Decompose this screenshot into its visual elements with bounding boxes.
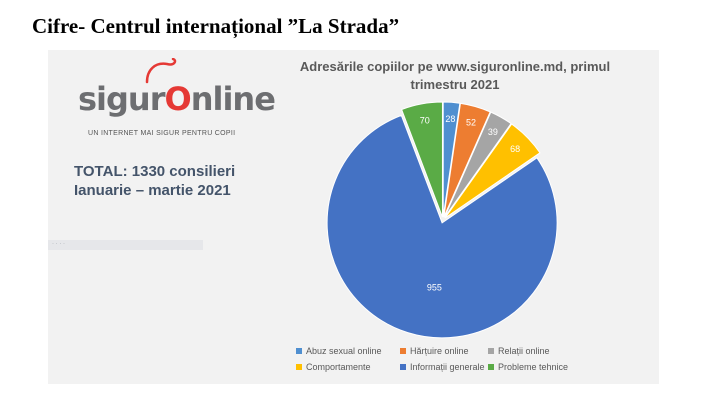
siguronline-logo: sigurOnline xyxy=(78,80,276,118)
legend-item-5: Probleme tehnice xyxy=(488,362,578,372)
legend-swatch-2 xyxy=(488,348,494,354)
legend-swatch-5 xyxy=(488,364,494,370)
logo-tagline: UN INTERNET MAI SIGUR PENTRU COPII xyxy=(88,130,236,137)
infographic-panel: sigurOnline UN INTERNET MAI SIGUR PENTRU… xyxy=(48,50,659,384)
chart-legend: Abuz sexual online Hărțuire online Relații… xyxy=(296,346,596,372)
pie-label-4: 955 xyxy=(427,282,442,292)
pie-label-3: 68 xyxy=(510,144,520,154)
legend-swatch-0 xyxy=(296,348,302,354)
legend-swatch-1 xyxy=(400,348,406,354)
faint-caption-bar: · · · · xyxy=(48,240,203,250)
logo-word-sigur: sigur xyxy=(78,80,165,118)
legend-item-1: Hărțuire online xyxy=(400,346,488,356)
legend-label-1: Hărțuire online xyxy=(410,346,469,356)
pie-slice-4 xyxy=(326,114,558,339)
pie-slice-5 xyxy=(400,101,443,218)
legend-label-2: Relații online xyxy=(498,346,550,356)
pie-label-0: 28 xyxy=(445,114,455,124)
computer-mouse-icon xyxy=(145,58,177,84)
total-count: TOTAL: 1330 consilieri xyxy=(74,163,236,180)
slide-title: Cifre- Centrul internațional ”La Strada” xyxy=(32,14,400,38)
chart-title: Adresările copiilor pe www.siguronline.m… xyxy=(280,58,630,94)
legend-label-5: Probleme tehnice xyxy=(498,362,569,372)
legend-label-3: Comportamente xyxy=(306,362,371,372)
pie-slice-1 xyxy=(443,102,491,218)
legend-item-0: Abuz sexual online xyxy=(296,346,400,356)
pie-label-1: 52 xyxy=(466,118,476,128)
legend-swatch-4 xyxy=(400,364,406,370)
legend-item-4: Informații generale xyxy=(400,362,488,372)
legend-swatch-3 xyxy=(296,364,302,370)
chart-title-line-1: Adresările copiilor pe www.siguronline.m… xyxy=(299,59,611,74)
chart-title-line-2: trimestru 2021 xyxy=(410,77,500,92)
pie-label-2: 39 xyxy=(488,127,498,137)
pie-chart: 28 52 39 68 955 70 xyxy=(326,101,558,339)
logo-word-nline: nline xyxy=(190,80,276,118)
legend-item-3: Comportamente xyxy=(296,362,400,372)
logo-letter-o: O xyxy=(164,80,191,118)
pie-slice-0 xyxy=(442,101,461,218)
pie-slice-3 xyxy=(444,123,541,219)
total-summary: TOTAL: 1330 consilieri Ianuarie – martie… xyxy=(74,162,235,200)
pie-label-5: 70 xyxy=(420,115,430,125)
legend-label-0: Abuz sexual online xyxy=(306,346,382,356)
pie-slice-2 xyxy=(444,111,512,218)
legend-item-2: Relații online xyxy=(488,346,578,356)
total-period: Ianuarie – martie 2021 xyxy=(74,182,231,199)
legend-label-4: Informații generale xyxy=(410,362,485,372)
